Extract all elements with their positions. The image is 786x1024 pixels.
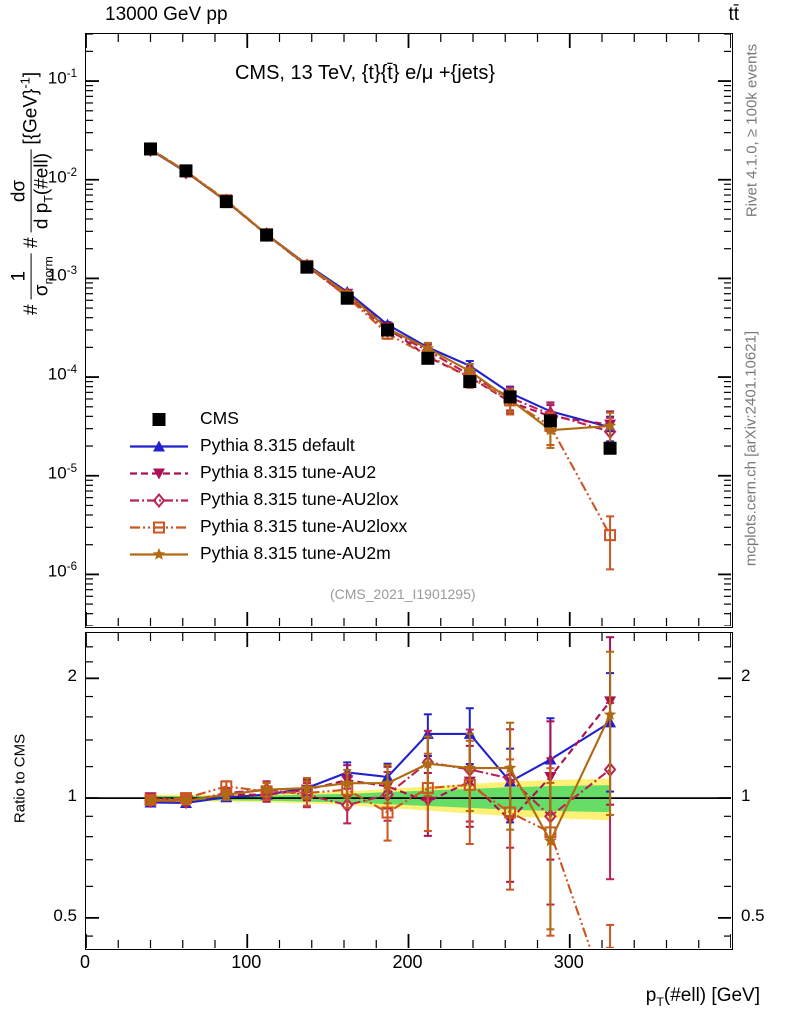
y-axis-dsigma: dσ [8, 149, 32, 233]
x-axis-label: pT(#ell) [GeV] [645, 985, 760, 1009]
y-axis-tick-label: 10-1 [47, 68, 77, 88]
rivet-version-watermark: Rivet 4.1.0, ≥ 100k events [743, 43, 761, 218]
header-beam-info: 13000 GeV pp [105, 4, 228, 25]
mcplots-watermark: mcplots.cern.ch [arXiv:2401.10621] [742, 330, 760, 567]
page-title: CMS, 13 TeV, {t}{t̄} e/μ +{jets} [0, 62, 786, 85]
legend-label: Pythia 8.315 tune-AU2loxx [200, 516, 408, 536]
y-axis-dpt: d pT(#ell) [31, 152, 56, 230]
y-axis-tick-label: 10-5 [47, 462, 77, 483]
header-process-label: tt̄ [728, 4, 739, 25]
y-axis-tick-label: 10-2 [47, 166, 77, 187]
plot-title-text: CMS, 13 TeV, {t}{t̄} e/μ +{jets} [234, 62, 496, 84]
x-axis-tick-label: 300 [553, 952, 584, 972]
y-axis-frac-dsigma: dσ d pT(#ell) [8, 149, 56, 233]
x-axis-tick-label: 0 [79, 952, 90, 972]
ratio-tick-label-left: 2 [67, 666, 77, 686]
legend-marker-star-icon [128, 541, 190, 568]
legend-marker-triangle-up-icon [128, 433, 190, 460]
main-plot-panel [85, 33, 733, 628]
legend-item[interactable]: Pythia 8.315 tune-AU2lox [128, 487, 428, 514]
ratio-plot-panel [85, 632, 733, 950]
ratio-tick-label-right: 2 [741, 666, 751, 686]
legend-marker-triangle-down-icon [128, 460, 190, 487]
y-axis-label: # 1 σnorm # dσ d pT(#ell) [{GeV}-1] [8, 0, 56, 393]
legend-label: Pythia 8.315 default [200, 435, 355, 455]
legend-label: Pythia 8.315 tune-AU2lox [200, 489, 399, 509]
legend-label: Pythia 8.315 tune-AU2m [200, 543, 391, 563]
legend-marker-diamond-open-icon [128, 487, 190, 514]
legend-item[interactable]: Pythia 8.315 tune-AU2 [128, 460, 428, 487]
ratio-y-axis-label: Ratio to CMS [11, 733, 29, 824]
y-axis-tick-label: 10-6 [47, 561, 77, 582]
y-axis-hash-2: # [21, 237, 43, 248]
y-axis-tick-label: 10-4 [47, 364, 77, 384]
x-axis-tick-label: 100 [231, 952, 262, 972]
main-plot-canvas [86, 34, 731, 626]
ratio-plot-canvas [86, 633, 731, 948]
y-axis-hash-1: # [21, 304, 43, 315]
legend: CMS Pythia 8.315 default Pythia 8.315 tune… [128, 406, 428, 568]
legend-marker-square-open-icon [128, 514, 190, 541]
legend-item[interactable]: Pythia 8.315 tune-AU2loxx [128, 514, 428, 541]
legend-marker-square-filled-icon [128, 406, 190, 433]
ratio-tick-label-left: 0.5 [53, 905, 77, 925]
legend-item[interactable]: Pythia 8.315 default [128, 433, 428, 460]
analysis-id-watermark: (CMS_2021_I1901295) [330, 586, 476, 602]
legend-item[interactable]: CMS [128, 406, 428, 433]
ratio-tick-label-left: 1 [67, 786, 77, 806]
ratio-tick-label-right: 1 [741, 786, 751, 806]
legend-item[interactable]: Pythia 8.315 tune-AU2m [128, 541, 428, 568]
legend-label: Pythia 8.315 tune-AU2 [200, 462, 377, 482]
ratio-tick-label-right: 0.5 [741, 905, 765, 925]
x-axis-tick-label: 200 [392, 952, 423, 972]
legend-label: CMS [200, 408, 239, 428]
y-axis-tick-label: 10-3 [47, 265, 77, 286]
